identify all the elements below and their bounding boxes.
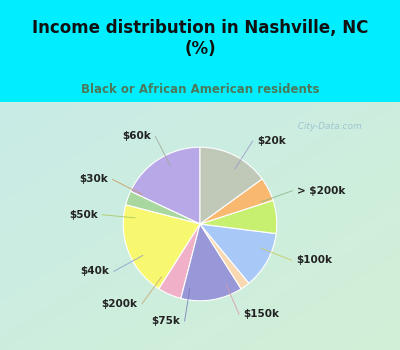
Text: $100k: $100k <box>296 255 332 265</box>
Text: $75k: $75k <box>151 316 180 326</box>
Text: Income distribution in Nashville, NC
(%): Income distribution in Nashville, NC (%) <box>32 19 368 58</box>
Wedge shape <box>123 205 200 289</box>
Wedge shape <box>130 147 200 224</box>
Text: $40k: $40k <box>80 266 109 277</box>
Wedge shape <box>200 224 276 283</box>
Text: $60k: $60k <box>122 132 151 141</box>
Text: $20k: $20k <box>257 136 286 146</box>
Text: $150k: $150k <box>244 309 280 319</box>
Text: $50k: $50k <box>69 210 98 220</box>
Wedge shape <box>200 200 277 233</box>
Wedge shape <box>126 191 200 224</box>
Wedge shape <box>200 179 273 224</box>
Text: City-Data.com: City-Data.com <box>292 122 362 131</box>
Wedge shape <box>159 224 200 298</box>
Text: $200k: $200k <box>102 299 138 308</box>
Text: Black or African American residents: Black or African American residents <box>81 83 319 96</box>
Wedge shape <box>200 224 249 289</box>
Wedge shape <box>200 147 262 224</box>
Text: > $200k: > $200k <box>297 186 346 196</box>
Text: $30k: $30k <box>79 174 108 184</box>
Wedge shape <box>181 224 241 301</box>
